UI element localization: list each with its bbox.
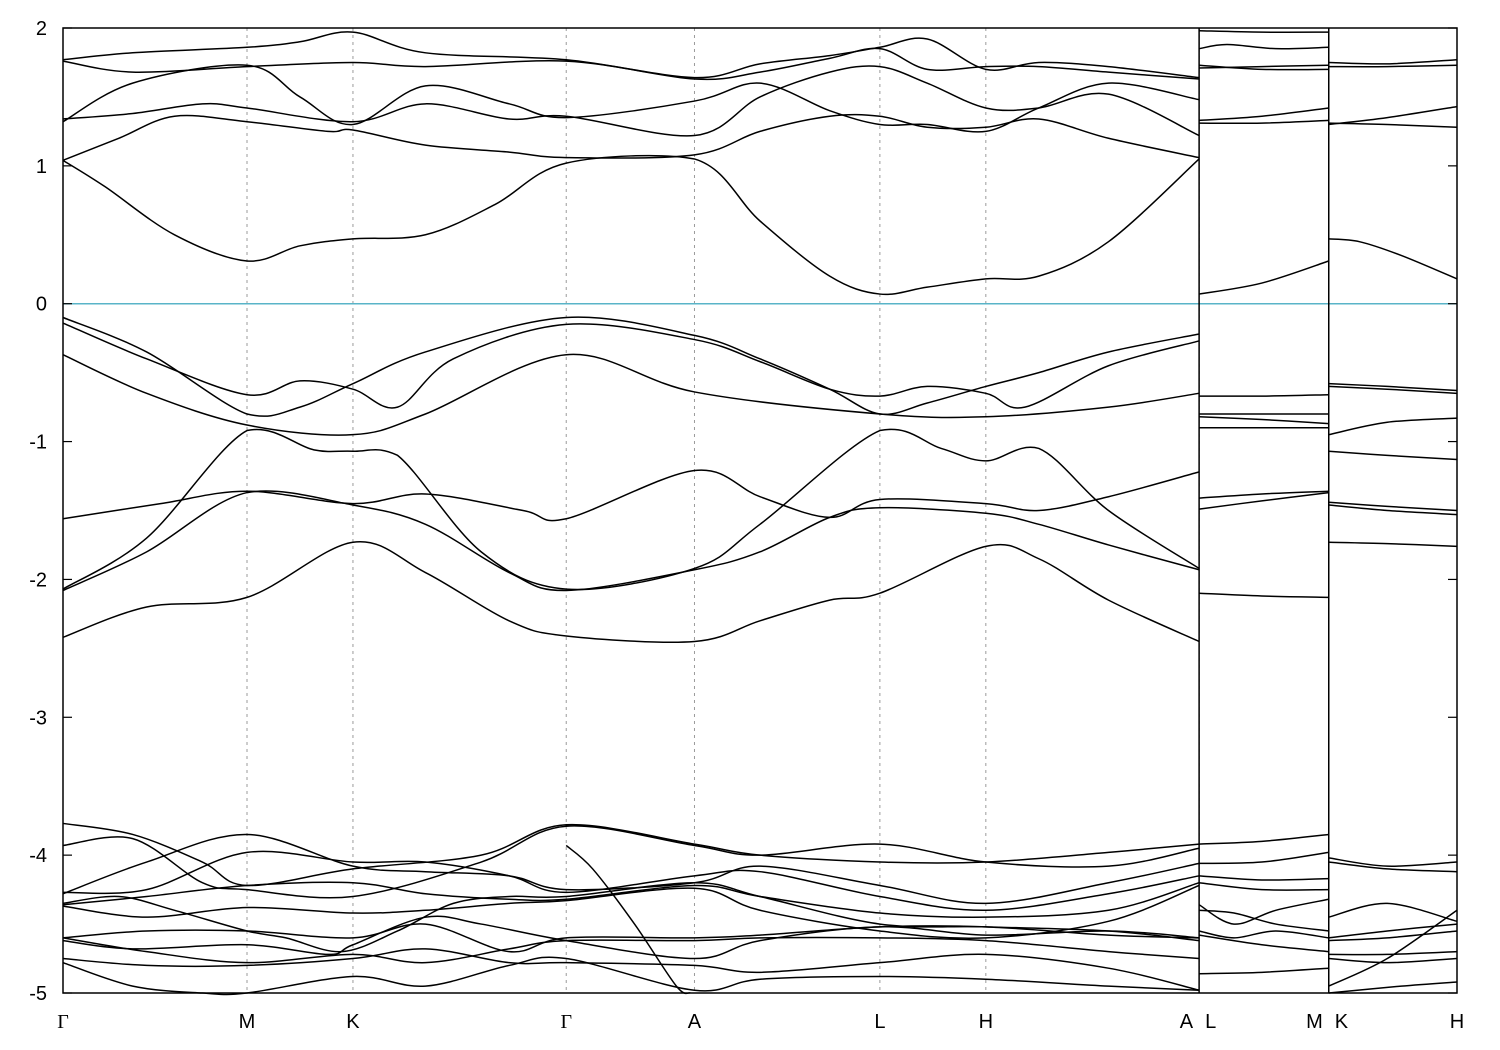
- plot-frame: [62, 27, 1458, 994]
- band-line: [1328, 105, 1458, 126]
- band-line: [1328, 417, 1458, 436]
- band-line: [62, 64, 1200, 133]
- band-line: [1199, 119, 1329, 125]
- y-tick-label: -4: [29, 845, 47, 867]
- band-line: [62, 154, 1200, 296]
- band-line: [62, 850, 1200, 912]
- y-tick-label: 1: [36, 156, 47, 178]
- band-line: [1328, 238, 1458, 280]
- x-tick-label: A: [1180, 1011, 1194, 1033]
- band-line: [62, 490, 1200, 592]
- band-line: [62, 65, 1200, 137]
- band-line: [1199, 107, 1329, 122]
- band-line: [1199, 393, 1329, 397]
- band-line: [1199, 881, 1329, 891]
- x-tick-label: Γ: [560, 1011, 572, 1033]
- band-line: [62, 469, 1200, 522]
- band-line: [62, 881, 1200, 953]
- band-line: [1328, 861, 1458, 873]
- x-tick-label: M: [239, 1011, 256, 1033]
- band-line: [62, 884, 1200, 939]
- band-line: [1199, 967, 1329, 975]
- y-axis-ticks: 2 1 0 -1 -2 -3 -4 -5: [29, 18, 1457, 1005]
- band-line: [1199, 491, 1329, 510]
- band-line: [1199, 416, 1329, 425]
- band-line: [62, 113, 1200, 162]
- band-line: [1199, 64, 1329, 71]
- band-line: [62, 956, 1200, 996]
- x-tick-label: L: [874, 1011, 885, 1033]
- band-line: [1328, 957, 1458, 964]
- y-tick-label: -3: [29, 707, 47, 729]
- band-line: [1328, 902, 1458, 923]
- band-line: [1328, 950, 1458, 956]
- band-line: [565, 844, 691, 995]
- x-tick-label: M: [1306, 1011, 1323, 1033]
- band-line: [1198, 260, 1329, 295]
- band-line: [1328, 382, 1458, 392]
- band-line: [1328, 541, 1458, 548]
- band-line: [1328, 981, 1458, 994]
- x-tick-label: A: [688, 1011, 702, 1033]
- band-line: [1328, 504, 1458, 516]
- band-line: [62, 825, 1200, 899]
- x-tick-label: H: [979, 1011, 993, 1033]
- band-line: [1198, 930, 1329, 939]
- band-line: [62, 322, 1200, 409]
- x-tick-label: K: [346, 1011, 360, 1033]
- y-tick-label: 0: [36, 294, 47, 316]
- band-line: [1328, 58, 1458, 65]
- band-line: [1199, 833, 1329, 845]
- band-line: [62, 540, 1200, 643]
- y-tick-label: -1: [29, 432, 47, 454]
- band-line: [1198, 934, 1329, 953]
- band-line: [1199, 592, 1329, 599]
- y-tick-label: 2: [36, 18, 47, 40]
- band-line: [62, 881, 1200, 919]
- band-line: [1328, 122, 1458, 129]
- band-line: [1328, 501, 1458, 512]
- band-line: [1328, 64, 1458, 68]
- band-line: [62, 316, 1200, 417]
- band-line: [62, 353, 1200, 436]
- band-line: [1328, 385, 1458, 395]
- band-line: [1328, 857, 1458, 867]
- band-line: [1328, 923, 1458, 939]
- y-tick-label: -2: [29, 569, 47, 591]
- band-line: [1199, 64, 1329, 69]
- x-tick-label: L: [1205, 1011, 1216, 1033]
- band-line: [62, 948, 1200, 991]
- band-line: [1328, 450, 1458, 461]
- band-line: [1328, 909, 1458, 987]
- band-line: [62, 936, 1200, 964]
- band-line: [62, 428, 1200, 591]
- x-tick-label: H: [1450, 1011, 1464, 1033]
- band-line: [1199, 490, 1329, 499]
- band-line: [1199, 909, 1329, 932]
- band-line: [1199, 851, 1329, 865]
- band-line: [1199, 30, 1329, 33]
- x-tick-label: Γ: [57, 1011, 69, 1033]
- band-line: [1328, 930, 1458, 942]
- x-tick-label: K: [1335, 1011, 1349, 1033]
- band-line: [1198, 43, 1329, 50]
- y-tick-label: -5: [29, 983, 47, 1005]
- gridlines: [246, 28, 1330, 993]
- band-lines: [62, 28, 1458, 996]
- band-line: [62, 31, 1200, 79]
- band-line: [1199, 875, 1329, 881]
- band-line: [62, 833, 1200, 905]
- band-line: [62, 915, 1200, 960]
